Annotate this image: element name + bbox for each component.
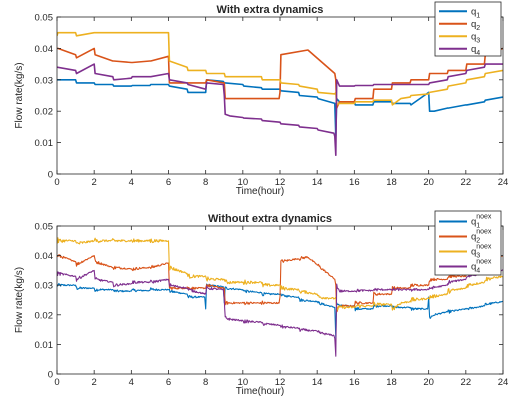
series-line-q2 (57, 254, 503, 313)
y-axis-label: Flow rate(kg/s) (14, 62, 25, 128)
chart-panel-2: 0 2 4 6 8 10 12 14 16 18 20 22 2400.010.020.030.040.… (14, 210, 509, 397)
series-line-q3 (57, 237, 503, 311)
legend-subscript: 2 (476, 25, 480, 32)
x-tick-label: 0 (54, 377, 59, 388)
y-tick-label: 0.01 (35, 138, 54, 149)
x-tick-label: 20 (423, 377, 434, 388)
chart-title: With extra dynamics (217, 4, 324, 16)
series-line-q2 (57, 47, 503, 109)
chart-title: Without extra dynamics (208, 213, 332, 225)
legend-label-q2: q2 (471, 19, 480, 32)
y-tick-label: 0 (48, 170, 53, 181)
x-axis-label: Time(hour) (236, 186, 285, 197)
legend-superscript: noex (476, 244, 492, 251)
x-tick-label: 22 (461, 377, 472, 388)
y-tick-label: 0.04 (35, 251, 54, 262)
legend-subscript: 3 (476, 37, 480, 44)
x-tick-label: 10 (238, 177, 249, 188)
legend-subscript: 4 (476, 268, 480, 275)
x-tick-label: 20 (423, 177, 434, 188)
x-tick-label: 14 (312, 377, 323, 388)
x-tick-label: 16 (349, 177, 360, 188)
series-line-q1 (57, 79, 503, 138)
legend-subscript: 1 (476, 223, 480, 230)
y-tick-label: 0.05 (35, 13, 54, 24)
x-tick-label: 18 (386, 177, 397, 188)
y-tick-label: 0 (48, 370, 53, 381)
x-tick-label: 0 (54, 177, 59, 188)
x-tick-label: 4 (129, 377, 134, 388)
legend-subscript: 4 (476, 50, 480, 57)
y-tick-label: 0.02 (35, 310, 54, 321)
x-tick-label: 12 (275, 177, 286, 188)
series-group (57, 237, 503, 357)
y-tick-label: 0.03 (35, 75, 54, 86)
x-tick-label: 24 (498, 377, 509, 388)
legend-subscript: 2 (476, 238, 480, 245)
series-group (57, 31, 503, 156)
chart-panel-1: 0 2 4 6 8 10 12 14 16 18 20 22 2400.010.020.030.040.… (14, 1, 509, 197)
x-tick-label: 14 (312, 177, 323, 188)
legend-subscript: 3 (476, 253, 480, 260)
legend-label-q4: q4 (471, 44, 480, 57)
x-axis-label: Time(hour) (236, 386, 285, 397)
legend-label-q3: q3 (471, 31, 480, 44)
legend-superscript: noex (476, 214, 492, 221)
legend-superscript: noex (476, 259, 492, 266)
y-axis-label: Flow rate(kg/s) (14, 267, 25, 333)
x-tick-label: 12 (275, 377, 286, 388)
legend-superscript: noex (476, 229, 492, 236)
x-tick-label: 8 (203, 177, 208, 188)
series-line-q3 (57, 31, 503, 106)
x-tick-label: 10 (238, 377, 249, 388)
legend-subscript: 1 (476, 12, 480, 19)
x-tick-label: 6 (166, 177, 171, 188)
x-tick-label: 18 (386, 377, 397, 388)
x-tick-label: 4 (129, 177, 134, 188)
series-line-q4 (57, 63, 503, 156)
y-tick-label: 0.04 (35, 44, 54, 55)
x-tick-label: 8 (203, 377, 208, 388)
y-tick-label: 0.03 (35, 281, 54, 292)
x-tick-label: 6 (166, 377, 171, 388)
x-tick-label: 22 (461, 177, 472, 188)
x-tick-label: 16 (349, 377, 360, 388)
x-tick-label: 2 (92, 177, 97, 188)
y-tick-label: 0.02 (35, 107, 54, 118)
x-tick-label: 24 (498, 177, 509, 188)
series-line-q4 (57, 268, 503, 357)
y-tick-label: 0.05 (35, 222, 54, 233)
y-tick-label: 0.01 (35, 340, 54, 351)
x-tick-label: 2 (92, 377, 97, 388)
legend-label-q1: q1 (471, 6, 480, 19)
